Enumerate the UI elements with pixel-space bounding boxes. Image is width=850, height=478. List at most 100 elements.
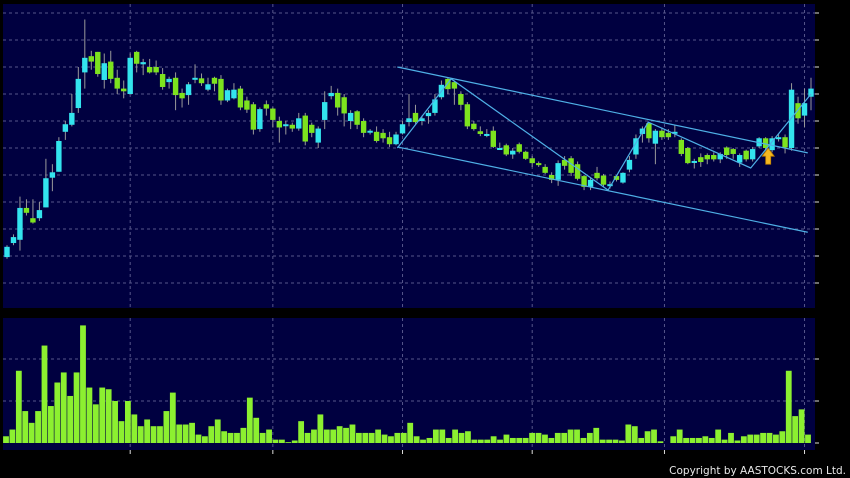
candle-down [114, 77, 120, 89]
candle-up [717, 153, 723, 160]
volume-bar [715, 429, 722, 443]
candle-down [198, 78, 205, 84]
candle-up [808, 88, 814, 97]
volume-bar [522, 437, 529, 443]
candle-up [607, 184, 613, 187]
volume-bar [41, 345, 48, 443]
volume-bar [311, 429, 317, 443]
candle-down [386, 137, 393, 145]
candle-up [36, 210, 43, 219]
volume-bar [214, 419, 221, 443]
volume-bar [304, 432, 311, 443]
volume-bar [445, 437, 452, 443]
candle-down [581, 176, 587, 187]
candle-down [179, 92, 185, 99]
candle-up [231, 89, 237, 99]
volume-bar [253, 417, 260, 443]
volume-bar [60, 372, 67, 443]
volume-bar [760, 432, 766, 443]
volume-bar [805, 434, 811, 443]
volume-bar [471, 439, 478, 443]
volume-bar [349, 424, 356, 443]
candle-up [749, 149, 756, 160]
volume-bar [612, 439, 619, 443]
candle-down [516, 144, 522, 152]
volume-bar [593, 427, 600, 443]
volume-bar [381, 434, 388, 443]
volume-bar [432, 429, 439, 443]
volume-bar [240, 427, 247, 443]
candle-down [471, 123, 477, 130]
candle-down [380, 132, 386, 139]
volume-bar [458, 432, 465, 443]
candle-down [730, 149, 736, 154]
candle-down [133, 51, 140, 64]
candle-up [399, 124, 406, 134]
candle-down [412, 112, 419, 123]
candle-down [302, 115, 308, 142]
volume-bar [355, 432, 362, 443]
candle-up [328, 92, 334, 97]
candle-up [4, 246, 10, 258]
volume-bar [407, 422, 414, 443]
candle-down [523, 151, 529, 159]
candle-up [166, 78, 172, 83]
candle-up [43, 178, 49, 208]
volume-bar [195, 434, 202, 443]
volume-bar [657, 441, 664, 443]
volume-bar [234, 432, 240, 443]
volume-bar [343, 427, 349, 443]
candle-down [685, 148, 691, 164]
candle-up [17, 207, 23, 240]
volume-bar [779, 431, 786, 443]
volume-bar [92, 404, 99, 443]
volume-bar [189, 422, 195, 443]
volume-bar [125, 401, 131, 443]
candle-up [257, 109, 263, 130]
candle-down [548, 175, 555, 180]
candle-down [172, 77, 179, 96]
volume-bar [86, 387, 93, 443]
trendline-upper-channel [397, 66, 808, 154]
candle-up [127, 57, 133, 94]
candle-up [101, 63, 107, 80]
volume-bar [503, 434, 510, 443]
volume-bar [80, 325, 86, 443]
volume-bar [291, 440, 298, 443]
candle-down [535, 163, 542, 166]
candle-down [360, 121, 367, 133]
volume-bar [753, 434, 760, 443]
candle-down [678, 139, 685, 154]
volume-bar [529, 432, 536, 443]
candle-down [704, 155, 710, 160]
volume-bar [702, 436, 709, 443]
volume-bar [452, 429, 459, 443]
candle-down [244, 100, 250, 110]
volume-bar [169, 392, 176, 443]
volume-bar [509, 437, 516, 443]
candle-down [250, 104, 257, 130]
candle-up [626, 159, 633, 170]
candle-down [659, 130, 665, 138]
volume-bar [201, 436, 208, 443]
volume-bar [599, 439, 606, 443]
volume-bar [747, 434, 754, 443]
candle-down [88, 56, 94, 62]
volume-bar [798, 409, 805, 443]
volume-bar [619, 440, 625, 443]
candle-down [108, 61, 114, 79]
candle-up [672, 131, 678, 134]
candle-up [775, 137, 782, 140]
volume-bar [586, 432, 593, 443]
candle-up [140, 62, 146, 65]
volume-bar [542, 434, 548, 443]
candle-down [646, 123, 652, 139]
volume-bar [625, 424, 632, 443]
volume-bar [477, 439, 484, 443]
candle-up [432, 99, 438, 113]
volume-bar [28, 422, 35, 443]
volume-bar [266, 429, 272, 443]
candle-up [296, 118, 302, 129]
candle-up [69, 112, 75, 125]
volume-bar [278, 439, 285, 443]
